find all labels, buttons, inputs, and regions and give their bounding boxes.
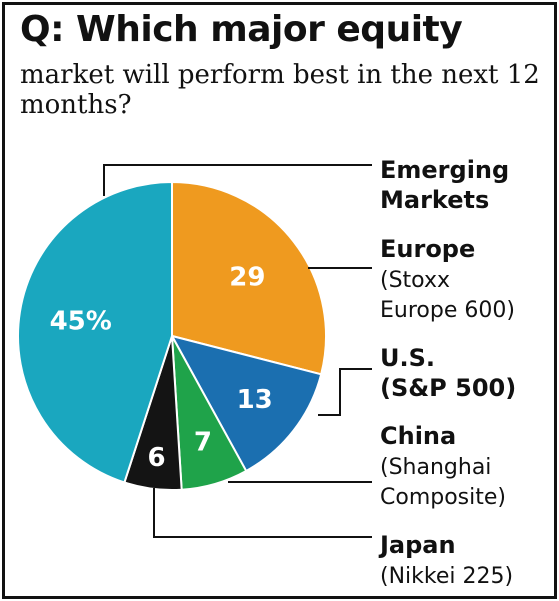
pie-slice-emerging-markets [17,180,173,484]
category-label: Markets [380,186,489,214]
category-label: Europe [380,235,475,263]
category-label: U.S. [380,344,435,372]
slice-value-label: 6 [148,443,166,473]
category-sublabel: (Shanghai [380,455,491,480]
chart-subtitle: market will perform best in the next 12 … [20,60,540,120]
category-label: Emerging [380,156,509,184]
category-label: (S&P 500) [380,374,516,402]
leader-line [103,164,372,196]
slice-value-label: 45% [50,307,112,337]
category-label: Japan [378,531,456,559]
category-sublabel: (Nikkei 225) [380,564,513,589]
chart-title: Q: Which major equity [20,9,463,50]
category-sublabel: (Stoxx [380,268,450,293]
category-sublabel: Composite) [380,485,506,510]
pie-slice-u-s-s-p-500 [170,334,323,473]
pie-slice-europe-stoxx-europe-600 [171,180,327,376]
slice-value-label: 29 [229,263,265,293]
category-label: China [380,422,456,450]
slice-value-label: 7 [194,428,212,458]
category-sublabel: Europe 600) [380,298,515,323]
slice-value-label: 13 [237,385,273,415]
leader-line [318,368,372,416]
leader-line [153,488,372,538]
